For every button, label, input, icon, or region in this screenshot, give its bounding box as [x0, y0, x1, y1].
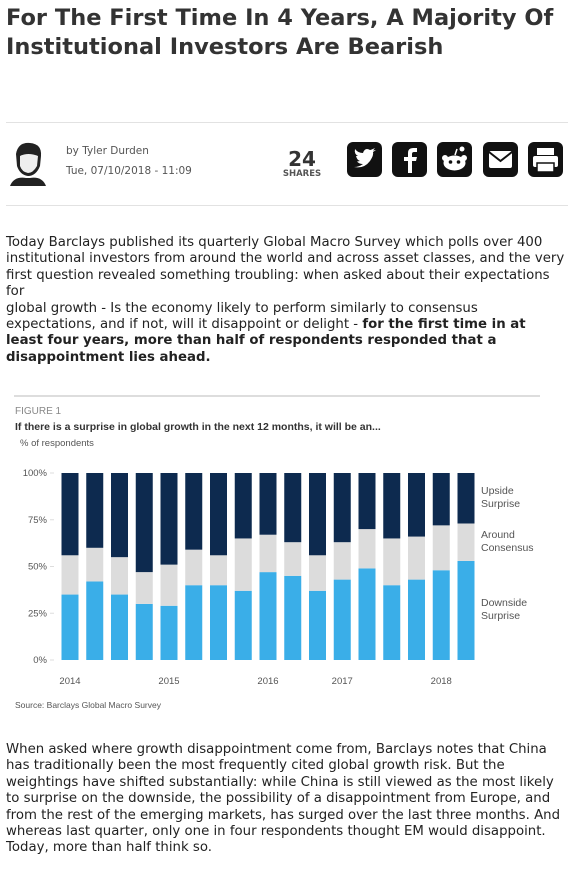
- bar-segment: [333, 542, 351, 580]
- bar-segment: [358, 568, 376, 660]
- bar-segment: [111, 557, 128, 595]
- bar-segment: [61, 555, 79, 595]
- bar-segment: [457, 473, 475, 524]
- author: by Tyler Durden: [66, 145, 149, 157]
- y-tick-label: 50%: [28, 562, 48, 573]
- bar-segment: [408, 536, 425, 580]
- bold-text: for the first time in at least four year…: [6, 317, 526, 365]
- y-tick-label: 25%: [28, 608, 48, 619]
- bar-segment: [383, 473, 401, 539]
- reddit-button[interactable]: [437, 142, 472, 177]
- figure-label: FIGURE 1: [15, 406, 62, 417]
- share-label: SHARES: [282, 169, 322, 179]
- bar-segment: [61, 473, 79, 556]
- bar-segment: [86, 473, 104, 548]
- bar-segment: [160, 473, 178, 565]
- bar-segment: [160, 564, 178, 606]
- bar-segment: [210, 555, 227, 586]
- print-button[interactable]: [528, 142, 563, 177]
- bar-segment: [185, 473, 203, 550]
- facebook-button[interactable]: [392, 142, 427, 177]
- bar-segment: [61, 594, 79, 660]
- bar-segment: [284, 542, 302, 576]
- x-tick-label: 2017: [332, 676, 353, 687]
- avatar: [8, 140, 48, 186]
- bar-segment: [284, 473, 302, 543]
- x-tick-label: 2015: [158, 676, 179, 687]
- twitter-button[interactable]: [347, 142, 382, 177]
- bar-segment: [358, 529, 376, 569]
- paragraph: Today Barclays published its quarterly G…: [6, 235, 566, 366]
- bar-segment: [333, 579, 351, 660]
- divider: [6, 122, 568, 123]
- share-buttons[interactable]: [346, 141, 568, 179]
- bar-segment: [408, 473, 425, 537]
- legend-label: Downside Surprise: [481, 597, 528, 623]
- bar-segment: [86, 547, 104, 582]
- y-tick-label: 75%: [28, 515, 48, 526]
- figure-title: If there is a surprise in global growth …: [15, 421, 381, 433]
- bar-segment: [234, 538, 252, 591]
- bar-segment: [234, 473, 252, 539]
- bar-segment: [210, 585, 227, 660]
- x-tick-label: 2018: [431, 676, 452, 687]
- bar-segment: [111, 473, 128, 558]
- figure: FIGURE 1 If there is a surprise in globa…: [14, 395, 540, 710]
- bar-segment: [259, 534, 277, 573]
- bar-segment: [160, 605, 178, 660]
- bar-segment: [383, 538, 401, 586]
- y-tick-label: 0%: [33, 655, 47, 666]
- bar-segment: [210, 473, 227, 556]
- bar-segment: [86, 581, 104, 660]
- article-title: For The First Time In 4 Years, A Majorit…: [6, 5, 554, 60]
- bar-segment: [284, 575, 302, 660]
- bar-segment: [432, 473, 450, 526]
- bar-segment: [234, 590, 252, 660]
- bar-segment: [185, 549, 203, 586]
- text: global growth - Is the economy likely to…: [6, 300, 478, 333]
- bar-segment: [135, 572, 153, 604]
- bar-segment: [309, 555, 326, 591]
- legend-label: Upside Surprise: [481, 485, 521, 511]
- bar-segment: [185, 585, 203, 660]
- bar-segment: [111, 594, 128, 660]
- figure-source: Source: Barclays Global Macro Survey: [15, 700, 162, 710]
- share-count: 24: [288, 147, 316, 171]
- bar-segment: [457, 560, 475, 660]
- bar-segment: [383, 585, 401, 660]
- bar-segment: [333, 473, 351, 543]
- bar-segment: [432, 525, 450, 571]
- legend-label: Around Consensus: [481, 529, 534, 555]
- email-button[interactable]: [483, 142, 518, 177]
- x-tick-label: 2014: [59, 676, 80, 687]
- bar-segment: [309, 590, 326, 660]
- x-tick-label: 2016: [257, 676, 278, 687]
- paragraph: When asked where growth disappointment c…: [6, 742, 561, 856]
- y-tick-label: 100%: [23, 468, 48, 479]
- bar-segment: [408, 579, 425, 660]
- bar-segment: [135, 603, 153, 660]
- divider: [6, 205, 568, 206]
- bar-segment: [309, 473, 326, 556]
- bar-segment: [358, 473, 376, 530]
- bar-segment: [259, 572, 277, 660]
- bar-segment: [457, 523, 475, 561]
- text: Today Barclays published its quarterly G…: [6, 235, 565, 300]
- bar-segment: [135, 473, 153, 573]
- figure-subtitle: % of respondents: [20, 438, 94, 449]
- bar-segment: [432, 570, 450, 660]
- bar-segment: [259, 473, 277, 535]
- date: Tue, 07/10/2018 - 11:09: [66, 165, 192, 177]
